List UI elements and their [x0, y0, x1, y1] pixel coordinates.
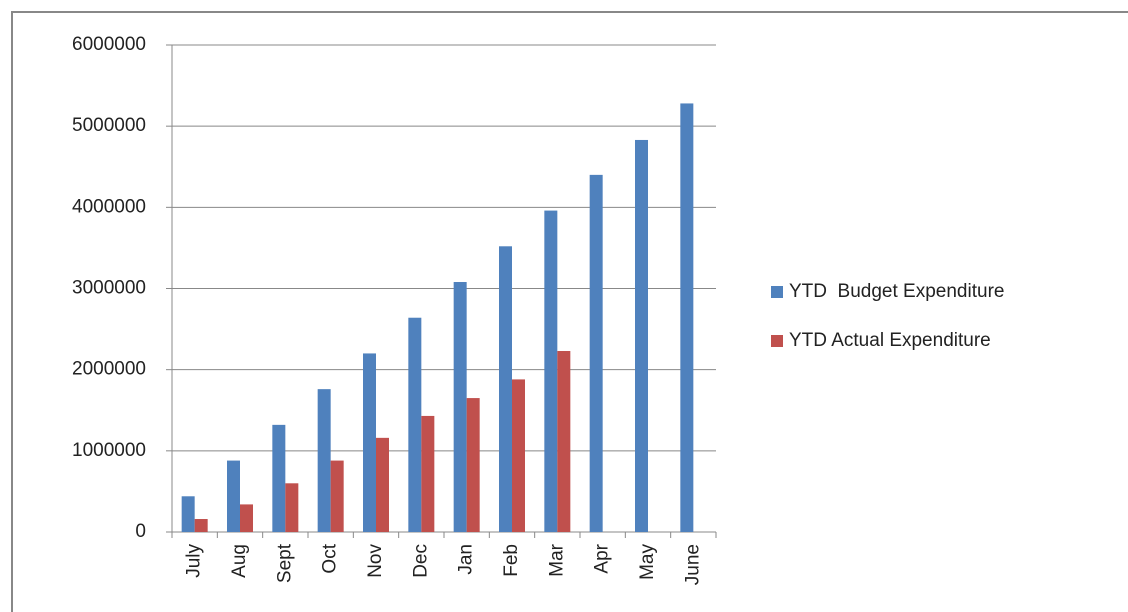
bar	[272, 424, 286, 532]
bar	[376, 437, 389, 532]
legend-label: YTD Actual Expenditure	[789, 330, 991, 351]
bar	[317, 389, 331, 532]
bar	[330, 460, 344, 532]
bar	[421, 415, 435, 532]
bar	[466, 398, 480, 532]
chart-frame	[11, 11, 1128, 612]
bar	[680, 103, 694, 532]
y-tick-label: 6000000	[72, 34, 146, 55]
y-tick-label: 1000000	[72, 440, 146, 461]
bar	[544, 210, 558, 532]
x-tick-label: Sept	[274, 543, 295, 583]
legend-swatch	[771, 286, 783, 298]
x-tick-label: Jan	[456, 544, 477, 575]
y-tick-label: 5000000	[72, 115, 146, 136]
bar	[408, 317, 422, 532]
x-tick-label: Feb	[501, 544, 522, 577]
bar	[635, 139, 648, 532]
bar	[557, 350, 571, 532]
bar	[285, 483, 299, 532]
bar	[194, 519, 208, 532]
y-tick-label: 3000000	[72, 278, 146, 299]
bar	[363, 353, 376, 532]
legend-swatch	[771, 335, 783, 347]
x-tick-label: June	[682, 544, 703, 585]
y-tick-label: 2000000	[72, 359, 146, 380]
bar	[181, 496, 195, 532]
x-tick-label: Apr	[592, 543, 613, 573]
bar	[512, 379, 525, 532]
x-tick-label: Aug	[229, 544, 250, 578]
legend-label: YTD Budget Expenditure	[789, 281, 1004, 302]
bar	[240, 504, 253, 532]
x-tick-label: Mar	[546, 543, 567, 576]
x-tick-label: Dec	[410, 544, 431, 578]
bar	[453, 282, 467, 532]
bar	[589, 174, 603, 532]
y-tick-label: 0	[135, 521, 146, 542]
bar	[499, 246, 512, 532]
x-tick-label: Oct	[320, 543, 341, 573]
y-tick-label: 4000000	[72, 196, 146, 217]
x-tick-label: Nov	[365, 544, 386, 578]
x-tick-label: July	[184, 544, 205, 578]
bar	[227, 460, 240, 532]
x-tick-label: May	[637, 544, 658, 580]
